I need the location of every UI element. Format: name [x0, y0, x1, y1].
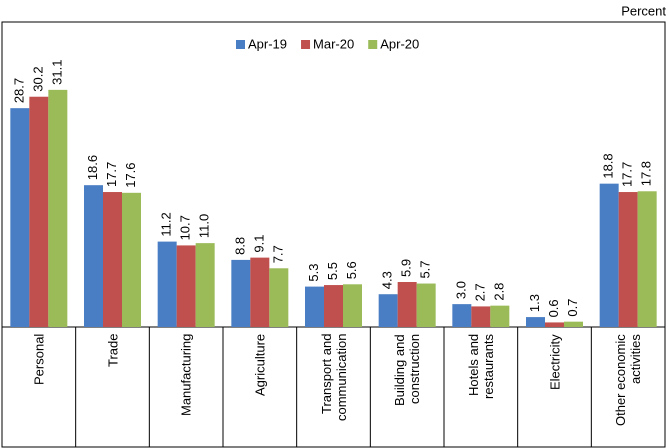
x-tick-label: Transport and communication — [318, 334, 349, 422]
bar — [269, 268, 289, 327]
legend-swatch — [301, 40, 311, 49]
value-label: 7.7 — [270, 245, 285, 263]
value-label: 1.3 — [527, 294, 542, 312]
bar — [103, 192, 122, 327]
legend-label: Apr-20 — [380, 36, 419, 51]
value-label: 11.0 — [197, 214, 212, 238]
value-label: 11.2 — [159, 212, 174, 236]
value-label: 17.8 — [639, 161, 654, 186]
legend-swatch — [368, 40, 378, 49]
legend-label: Apr-19 — [248, 36, 287, 51]
bar — [324, 285, 343, 327]
value-label: 5.5 — [325, 262, 340, 280]
x-tick-label: Hotels and restaurants — [465, 334, 496, 400]
x-tick-label: Agriculture — [252, 334, 268, 397]
legend-swatch — [236, 40, 245, 49]
bar — [176, 245, 196, 327]
bar — [490, 305, 510, 327]
value-label: 0.7 — [565, 299, 580, 317]
value-label: 18.8 — [601, 153, 616, 178]
x-tick-label: Other economic activities — [613, 334, 644, 426]
legend-label: Mar-20 — [313, 36, 354, 51]
y-unit: Percent — [621, 3, 666, 18]
bar — [618, 192, 638, 327]
bar — [599, 183, 619, 327]
value-label: 28.7 — [11, 78, 26, 103]
bar — [10, 108, 30, 327]
value-label: 3.0 — [453, 281, 468, 299]
value-label: 30.2 — [30, 66, 45, 91]
bar — [122, 192, 141, 327]
value-label: 9.1 — [251, 235, 266, 253]
bar — [157, 241, 177, 327]
value-label: 2.7 — [472, 283, 487, 301]
bar — [545, 322, 564, 327]
value-label: 17.7 — [620, 162, 635, 187]
bar — [29, 96, 49, 327]
x-tick-label: Manufacturing — [178, 334, 194, 417]
value-label: 10.7 — [178, 215, 193, 240]
value-label: 18.6 — [85, 155, 100, 180]
bar — [637, 191, 657, 327]
bar — [250, 257, 270, 327]
value-label: 17.7 — [104, 162, 119, 187]
value-label: 4.3 — [380, 271, 395, 289]
value-label: 5.3 — [306, 264, 321, 282]
value-label: 0.6 — [546, 299, 561, 317]
x-tick-label: Electricity — [547, 334, 562, 390]
value-label: 5.7 — [418, 260, 433, 278]
bar — [564, 321, 583, 327]
bar — [471, 306, 491, 327]
x-tick-label: Trade — [105, 334, 120, 368]
bar — [84, 185, 103, 327]
bar — [231, 259, 251, 327]
x-tick-label: Building and construction — [392, 334, 423, 406]
bar — [48, 89, 68, 327]
x-tick-label: Personal — [31, 334, 47, 386]
bar — [378, 294, 398, 327]
bar — [397, 282, 417, 327]
bar — [526, 317, 545, 327]
value-label: 8.8 — [232, 237, 247, 255]
bar — [416, 283, 436, 327]
bar — [452, 304, 472, 327]
value-label: 17.6 — [123, 162, 138, 187]
bar — [305, 286, 324, 327]
value-label: 31.1 — [49, 60, 64, 85]
frame — [1, 21, 666, 448]
value-label: 5.6 — [344, 261, 359, 279]
bar — [343, 284, 362, 327]
bar — [195, 243, 215, 327]
value-label: 2.8 — [491, 283, 506, 301]
value-label: 5.9 — [399, 259, 414, 277]
